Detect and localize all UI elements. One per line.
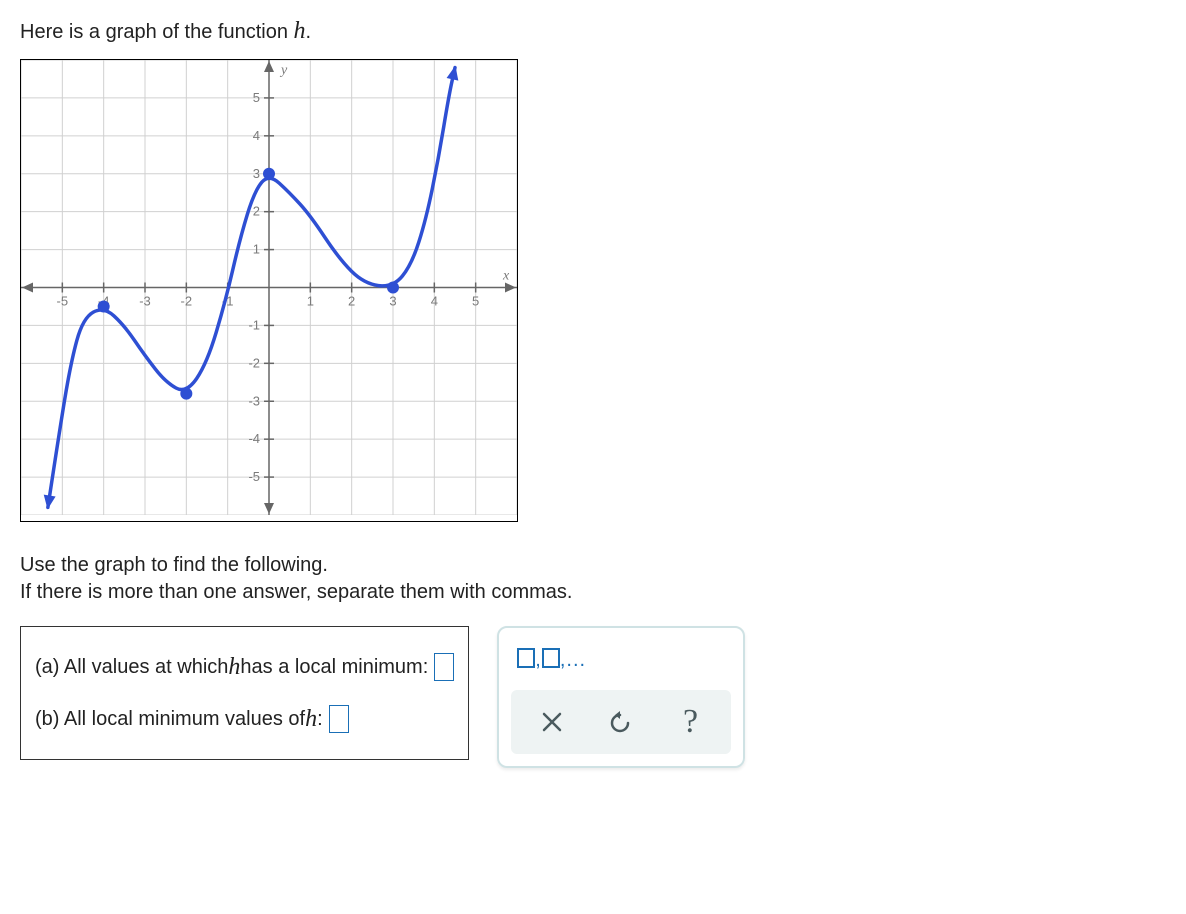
intro-text: Here is a graph of the function h. [20, 18, 1166, 45]
chart-svg: -5-4-3-2-112345-5-4-3-2-112345yx [21, 60, 517, 515]
tool-buttons: ? [511, 690, 731, 754]
question-a-prefix: (a) All values at which [35, 656, 228, 679]
intro-prefix: Here is a graph of the function [20, 21, 294, 43]
svg-text:2: 2 [348, 294, 355, 309]
instructions: Use the graph to find the following. If … [20, 552, 1166, 606]
tool-panel: ,,... ? [497, 626, 745, 768]
list-format-hint[interactable]: ,,... [511, 640, 731, 690]
svg-text:-4: -4 [248, 431, 260, 446]
svg-text:2: 2 [253, 204, 260, 219]
answer-a-input[interactable] [434, 653, 454, 681]
svg-text:3: 3 [253, 166, 260, 181]
svg-text:-5: -5 [248, 469, 260, 484]
question-a: (a) All values at which h has a local mi… [35, 653, 454, 681]
question-a-suffix: has a local minimum: [240, 656, 428, 679]
clear-button[interactable] [532, 702, 572, 742]
svg-text:y: y [279, 63, 288, 78]
function-chart: -5-4-3-2-112345-5-4-3-2-112345yx [20, 59, 518, 522]
svg-text:-3: -3 [248, 393, 260, 408]
svg-text:1: 1 [253, 242, 260, 257]
svg-text:4: 4 [431, 294, 438, 309]
question-b-fn: h [305, 706, 317, 733]
svg-text:-3: -3 [139, 294, 151, 309]
intro-fn-name: h [294, 18, 306, 44]
svg-text:-5: -5 [57, 294, 69, 309]
answer-box: (a) All values at which h has a local mi… [20, 626, 469, 760]
instructions-line-2: If there is more than one answer, separa… [20, 579, 1166, 606]
intro-suffix: . [306, 21, 312, 43]
x-icon [541, 711, 563, 733]
question-a-fn: h [228, 654, 240, 681]
svg-text:-2: -2 [181, 294, 193, 309]
help-button[interactable]: ? [671, 702, 711, 742]
question-b: (b) All local minimum values of h : [35, 705, 454, 733]
question-b-suffix: : [317, 708, 323, 731]
svg-text:x: x [502, 269, 510, 284]
undo-icon [608, 709, 634, 735]
svg-text:1: 1 [307, 294, 314, 309]
question-b-prefix: (b) All local minimum values of [35, 708, 305, 731]
svg-text:3: 3 [389, 294, 396, 309]
placeholder-box-icon [542, 648, 560, 668]
hint-suffix: ,... [560, 649, 586, 671]
question-mark-icon: ? [683, 703, 698, 741]
placeholder-box-icon [517, 648, 535, 668]
svg-text:4: 4 [253, 128, 260, 143]
svg-text:5: 5 [472, 294, 479, 309]
answer-b-input[interactable] [329, 705, 349, 733]
instructions-line-1: Use the graph to find the following. [20, 552, 1166, 579]
svg-text:5: 5 [253, 90, 260, 105]
svg-text:-2: -2 [248, 355, 260, 370]
answer-row: (a) All values at which h has a local mi… [20, 626, 1166, 768]
svg-text:-1: -1 [248, 317, 260, 332]
reset-button[interactable] [601, 702, 641, 742]
